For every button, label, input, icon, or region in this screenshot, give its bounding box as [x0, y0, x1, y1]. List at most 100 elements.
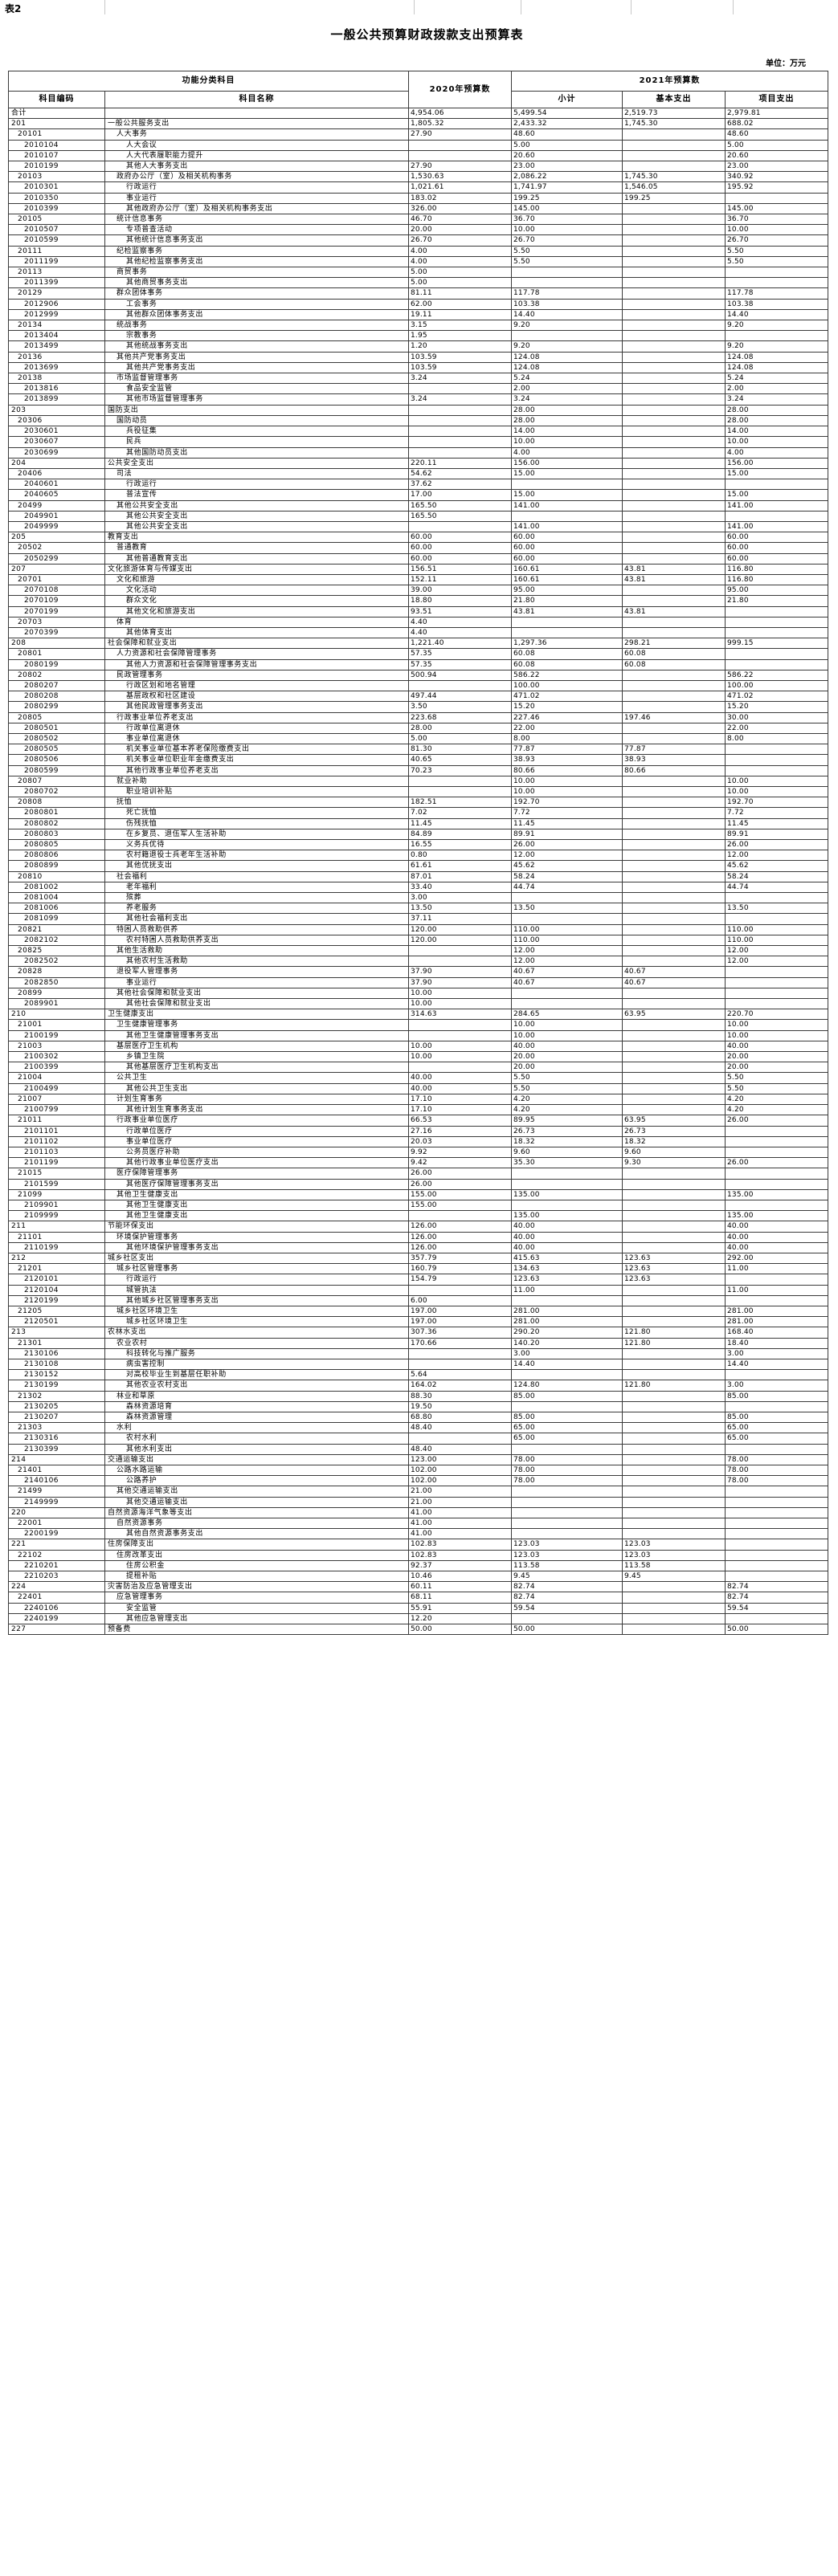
amount-2020	[408, 149, 512, 162]
amount-2021-project	[724, 1528, 829, 1540]
amount-2021-basic	[622, 1358, 726, 1371]
amount-2021-basic: 40.67	[622, 976, 726, 988]
amount-2021-subtotal: 284.65	[511, 1009, 623, 1021]
amount-2021-project	[724, 913, 829, 925]
amount-2020: 21.00	[408, 1496, 512, 1508]
table-row: 2109901 其他卫生健康支出 155.00	[8, 1199, 829, 1212]
amount-2021-subtotal: 2.00	[511, 383, 623, 395]
table-row: 227 预备费 50.00 50.00 50.00	[8, 1624, 829, 1636]
table-row: 20101 人大事务 27.90 48.60 48.60	[8, 128, 829, 141]
amount-2021-subtotal: 82.74	[511, 1581, 623, 1593]
budget-code: 2011199	[8, 255, 105, 268]
budget-item-name: 其他公共安全支出	[104, 499, 409, 512]
budget-code: 2012906	[8, 298, 105, 310]
budget-item-name: 司法	[104, 467, 409, 480]
amount-2021-project: 40.00	[724, 1221, 829, 1233]
amount-2021-project: 11.45	[724, 817, 829, 829]
budget-code: 2080702	[8, 785, 105, 798]
budget-code: 2070109	[8, 595, 105, 607]
budget-code: 210	[8, 1009, 105, 1021]
budget-code: 2130399	[8, 1443, 105, 1455]
budget-item-name: 文化和旅游	[104, 573, 409, 586]
amount-2020: 3.00	[408, 892, 512, 904]
amount-2021-basic	[622, 298, 726, 310]
budget-item-name: 自然资源事务	[104, 1518, 409, 1530]
amount-2021-basic	[622, 287, 726, 300]
amount-2021-subtotal: 77.87	[511, 744, 623, 756]
table-row: 204 公共安全支出 220.11 156.00 156.00	[8, 457, 829, 469]
amount-2021-subtotal: 5.24	[511, 373, 623, 385]
budget-item-name: 其他城乡社区管理事务支出	[104, 1294, 409, 1306]
amount-2021-subtotal	[511, 987, 623, 1000]
amount-2021-project: 21.80	[724, 595, 829, 607]
table-row: 2013699 其他共产党事务支出 103.59 124.08 124.08	[8, 361, 829, 374]
amount-2021-project	[724, 987, 829, 1000]
amount-2021-basic	[622, 669, 726, 681]
amount-2020: 120.00	[408, 934, 512, 947]
budget-code: 20103	[8, 171, 105, 183]
budget-code: 21303	[8, 1422, 105, 1434]
amount-2021-project: 15.20	[724, 701, 829, 713]
budget-code: 21011	[8, 1115, 105, 1127]
table-row: 2120199 其他城乡社区管理事务支出 6.00	[8, 1294, 829, 1306]
amount-2021-basic	[622, 1019, 726, 1031]
budget-item-name: 应急管理事务	[104, 1592, 409, 1604]
amount-2021-subtotal: 8.00	[511, 732, 623, 745]
amount-2020: 27.90	[408, 161, 512, 173]
budget-code: 2130205	[8, 1400, 105, 1412]
amount-2021-project	[724, 330, 829, 342]
budget-item-name: 教育支出	[104, 532, 409, 544]
amount-2020: 103.59	[408, 361, 512, 374]
amount-2020	[408, 1062, 512, 1074]
budget-code: 2080505	[8, 744, 105, 756]
amount-2021-project: 586.22	[724, 669, 829, 681]
amount-2020: 39.00	[408, 585, 512, 597]
amount-2021-project: 89.91	[724, 828, 829, 841]
budget-code: 合计	[8, 107, 105, 120]
budget-code: 21301	[8, 1337, 105, 1349]
amount-2021-basic	[622, 881, 726, 894]
amount-2021-basic	[622, 1104, 726, 1116]
table-row: 2012999 其他群众团体事务支出 19.11 14.40 14.40	[8, 308, 829, 321]
budget-code: 2010599	[8, 234, 105, 247]
budget-code: 2080207	[8, 679, 105, 692]
grid-vline	[104, 0, 105, 14]
amount-2021-project: 7.72	[724, 807, 829, 819]
amount-2021-project	[724, 1178, 829, 1190]
amount-2021-project: 110.00	[724, 934, 829, 947]
table-row: 2040601 行政运行 37.62	[8, 479, 829, 491]
budget-code: 2130106	[8, 1347, 105, 1359]
amount-2021-basic	[622, 1188, 726, 1200]
amount-2021-basic	[622, 956, 726, 968]
amount-2021-project	[724, 267, 829, 279]
amount-2021-subtotal: 48.60	[511, 128, 623, 141]
amount-2021-project: 9.20	[724, 320, 829, 332]
table-row: 2080208 基层政权和社区建设 497.44 471.02 471.02	[8, 691, 829, 703]
budget-code: 21004	[8, 1072, 105, 1084]
amount-2021-subtotal: 78.00	[511, 1464, 623, 1477]
header-col-project: 项目支出	[724, 91, 829, 108]
amount-2021-subtotal	[511, 1369, 623, 1381]
amount-2020	[408, 446, 512, 459]
budget-code: 2081004	[8, 892, 105, 904]
amount-2021-basic	[622, 870, 726, 882]
amount-2020: 164.02	[408, 1380, 512, 1392]
amount-2021-basic	[622, 732, 726, 745]
budget-code: 2082102	[8, 934, 105, 947]
amount-2020: 48.40	[408, 1422, 512, 1434]
budget-code: 2010107	[8, 149, 105, 162]
amount-2021-project	[724, 1135, 829, 1147]
table-row: 2013499 其他统战事务支出 1.20 9.20 9.20	[8, 340, 829, 353]
amount-2021-project	[724, 1496, 829, 1508]
amount-2021-basic	[622, 446, 726, 459]
table-row: 2011199 其他纪检监察事务支出 4.00 5.50 5.50	[8, 255, 829, 268]
amount-2021-basic	[622, 998, 726, 1010]
amount-2020: 1.95	[408, 330, 512, 342]
budget-item-name: 其他行政事业单位医疗支出	[104, 1157, 409, 1169]
amount-2021-subtotal: 124.08	[511, 351, 623, 363]
budget-code: 20502	[8, 542, 105, 554]
amount-2021-project	[724, 1369, 829, 1381]
table-row: 220 自然资源海洋气象等支出 41.00	[8, 1506, 829, 1519]
amount-2020: 220.11	[408, 457, 512, 469]
budget-code: 20129	[8, 287, 105, 300]
